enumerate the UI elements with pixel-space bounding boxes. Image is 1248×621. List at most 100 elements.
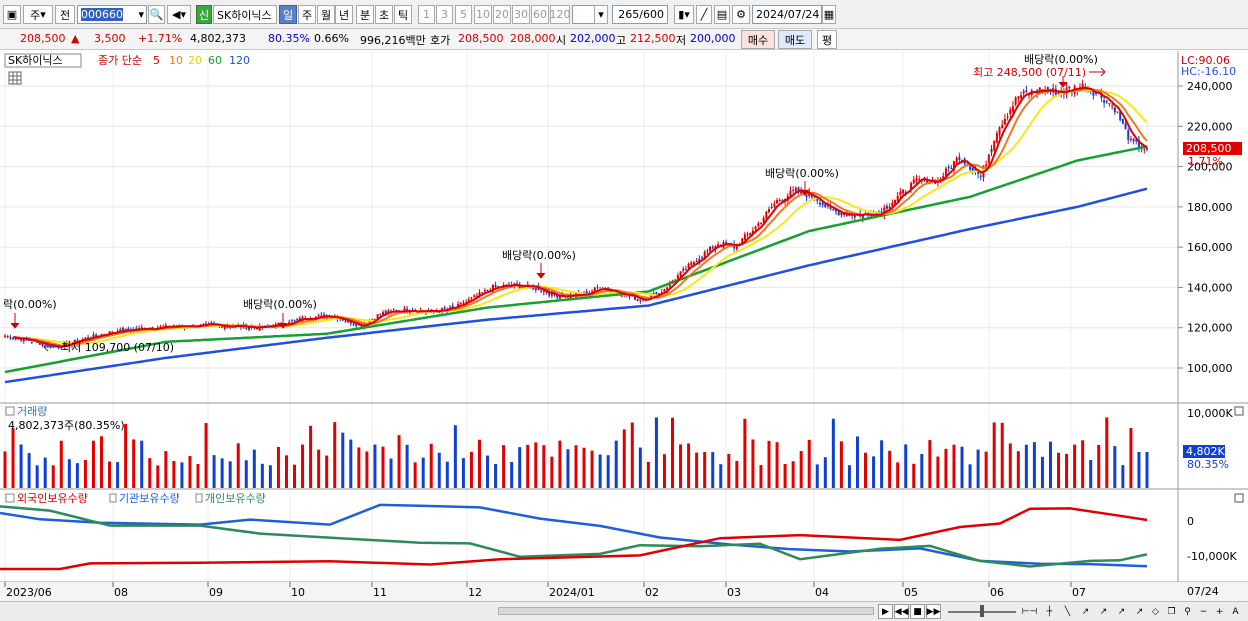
market-type-select[interactable]: 주 ▾	[23, 5, 53, 24]
gear-icon[interactable]: ⚙	[732, 5, 750, 24]
count-field[interactable]: 265/600	[612, 5, 668, 24]
candle-body	[81, 338, 84, 340]
volume-bar	[172, 460, 176, 488]
volume-bar	[518, 447, 522, 488]
period-button-6[interactable]: 틱	[394, 5, 412, 24]
save-icon[interactable]: ▤	[714, 5, 730, 24]
volume-toggle-icon[interactable]	[5, 406, 15, 416]
volume-bar	[807, 439, 811, 488]
period-button-3[interactable]: 년	[335, 5, 353, 24]
stock-code-input[interactable]: 000660 ▾	[77, 5, 147, 24]
volume-bar	[1089, 459, 1093, 488]
stop-icon[interactable]: ■	[910, 604, 925, 619]
candle-body	[743, 234, 746, 240]
period-button-5[interactable]: 초	[375, 5, 393, 24]
period-button-4[interactable]: 분	[356, 5, 374, 24]
scroll-right-icon[interactable]: ▶	[878, 604, 893, 619]
crosshair-icon[interactable]: ┼	[1046, 606, 1053, 617]
search-icon[interactable]: 🔍	[148, 5, 165, 24]
candle-type-icon[interactable]: ▮▾	[674, 5, 694, 24]
scroll-track[interactable]	[498, 607, 874, 615]
price-tick-label: 180,000	[1187, 201, 1233, 214]
minute-button-30[interactable]: 30	[512, 5, 530, 24]
minute-button-120[interactable]: 120	[550, 5, 570, 24]
dividend-arrow-icon	[1058, 76, 1068, 88]
volume-bar	[236, 443, 240, 488]
price-tick-label: 160,000	[1187, 241, 1233, 254]
minute-button-5[interactable]: 5	[455, 5, 472, 24]
candle-body	[76, 340, 79, 342]
current-price-tag	[1183, 142, 1242, 155]
holdings-panel-close-icon[interactable]	[1234, 493, 1244, 503]
candle-body	[776, 200, 779, 204]
window-menu-icon[interactable]: ▣	[3, 5, 21, 24]
draw-tool-icon[interactable]: ↗	[1081, 606, 1090, 617]
candle-body	[703, 251, 706, 260]
volume-bar	[614, 440, 618, 488]
zoom-in-icon[interactable]: +	[1215, 606, 1224, 617]
candle-body	[352, 323, 355, 325]
trend-line-icon[interactable]: ╲	[1064, 606, 1071, 617]
volume-panel-close-icon[interactable]	[1234, 406, 1244, 416]
date-axis: 2023/06 08 09 10 11 12 2024/01 02 03 04 05 06 07	[4, 582, 1086, 599]
font-size-icon[interactable]: A	[1232, 606, 1239, 617]
prev-label: 전	[59, 8, 71, 22]
eraser-icon[interactable]: ◇	[1152, 606, 1159, 617]
candle-body	[1020, 95, 1023, 99]
zoom-out-icon[interactable]: −	[1199, 606, 1208, 617]
zoom-slider-thumb[interactable]	[980, 605, 984, 617]
draw-tool-icon[interactable]: ↗	[1117, 606, 1126, 617]
candle-body	[41, 343, 44, 346]
minute-button-10[interactable]: 10	[474, 5, 492, 24]
fast-forward-icon[interactable]: ▶▶	[926, 604, 941, 619]
candle-body	[223, 326, 226, 329]
candle-body	[92, 334, 95, 338]
candle-body	[1003, 118, 1006, 125]
chevron-down-icon[interactable]: ▾	[594, 5, 608, 24]
minute-button-20[interactable]: 20	[493, 5, 511, 24]
volume-bar	[719, 464, 723, 488]
volume-bar	[550, 456, 554, 488]
open-value: 202,000	[570, 32, 616, 45]
candle-body	[459, 302, 462, 304]
period-button-2[interactable]: 월	[317, 5, 335, 24]
buy-button[interactable]: 매수	[741, 30, 775, 49]
eval-button[interactable]: 평	[817, 30, 837, 49]
range-icon[interactable]: ⊢⊣	[1021, 606, 1038, 617]
prev-button[interactable]: 전	[55, 5, 75, 24]
candle-body	[735, 244, 738, 249]
rewind-icon[interactable]: ◀◀	[894, 604, 909, 619]
zoom-icon[interactable]: ⚲	[1184, 606, 1191, 617]
speaker-icon[interactable]: ◀▾	[167, 5, 191, 24]
volume-bar	[309, 425, 313, 488]
date-field[interactable]: 2024/07/24	[752, 5, 822, 24]
candle-body	[1009, 109, 1012, 114]
draw-tool-icon[interactable]: ↗	[1135, 606, 1144, 617]
period-button-0[interactable]: 일	[279, 5, 297, 24]
candle-body	[494, 284, 497, 287]
candle-body	[368, 320, 371, 324]
minute-button-1[interactable]: 1	[418, 5, 435, 24]
holdings-foreign-label: 외국인보유수량	[17, 492, 88, 505]
volume-bar	[397, 435, 401, 488]
minute-button-3[interactable]: 3	[436, 5, 453, 24]
draw-tool-icon[interactable]: ↗	[1099, 606, 1108, 617]
holdings-toggle-icon[interactable]	[5, 493, 15, 503]
volume-bar	[566, 449, 570, 488]
copy-icon[interactable]: ❐	[1167, 606, 1176, 617]
candle-body	[95, 334, 98, 336]
stock-name-field: SK하이닉스	[213, 5, 277, 24]
candle-body	[944, 168, 947, 176]
table-toggle-icon[interactable]	[8, 71, 22, 85]
candle-body	[912, 179, 915, 184]
volume-bar	[654, 417, 658, 488]
minute-button-60[interactable]: 60	[531, 5, 549, 24]
candle-body	[845, 213, 848, 216]
draw-line-icon[interactable]: ╱	[696, 5, 712, 24]
sell-button[interactable]: 매도	[778, 30, 812, 49]
period-button-1[interactable]: 주	[298, 5, 316, 24]
calendar-icon[interactable]: ▦	[822, 5, 836, 24]
candle-body	[558, 296, 561, 299]
candle-body	[384, 310, 387, 314]
volume-bar	[132, 439, 136, 488]
